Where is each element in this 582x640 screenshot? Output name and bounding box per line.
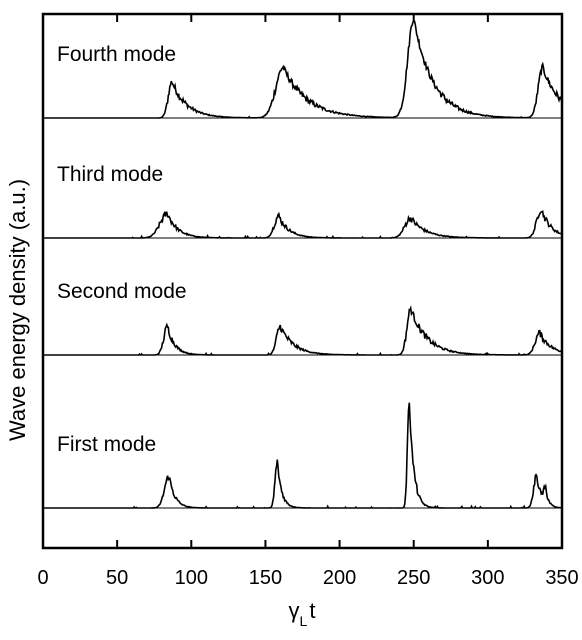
x-axis: 0 50 100 150 200 250 300 350 [37, 14, 579, 589]
x-tick-label: 100 [175, 567, 208, 589]
panel-3: Second mode [43, 280, 562, 356]
series-label: First mode [57, 433, 156, 456]
x-tick-label: 150 [249, 567, 282, 589]
x-tick-label: 300 [471, 567, 504, 589]
series-line [43, 19, 563, 119]
x-axis-label-gamma: γ [289, 598, 300, 623]
series-label: Second mode [57, 280, 187, 303]
x-tick-label: 250 [397, 567, 430, 589]
x-tick-label: 350 [545, 567, 578, 589]
series-line [43, 209, 563, 239]
series-label: Third mode [57, 163, 163, 186]
x-tick-label: 0 [37, 567, 48, 589]
x-tick-label: 50 [106, 567, 128, 589]
y-axis-label: Wave energy density (a.u.) [5, 179, 30, 441]
plot-frame [41, 12, 564, 550]
x-axis-label-subscript: L [300, 613, 308, 629]
series-label: Fourth mode [57, 43, 176, 66]
x-axis-label-t: t [309, 598, 315, 623]
plot-border [41, 12, 564, 550]
series-line [43, 305, 562, 356]
series-line [43, 402, 562, 509]
x-axis-label: γLt [289, 598, 316, 629]
panel-1: Fourth mode [43, 19, 563, 119]
panel-2: Third mode [43, 163, 563, 239]
x-tick-label: 200 [323, 567, 356, 589]
panel-layer: Fourth mode Third mode Second mode First mo… [43, 19, 563, 509]
panel-4: First mode [43, 402, 562, 509]
